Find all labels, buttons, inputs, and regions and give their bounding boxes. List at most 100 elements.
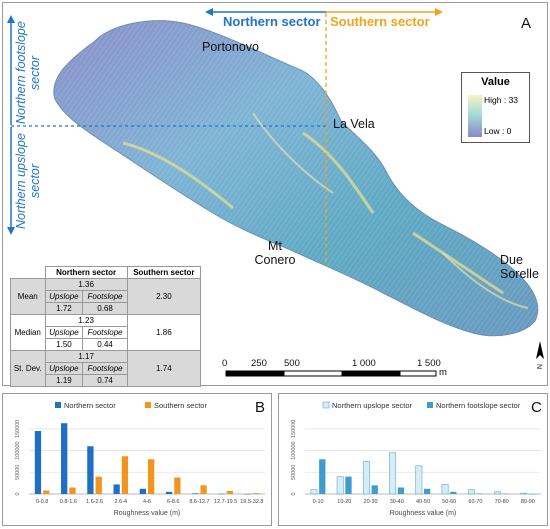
bar-series1 bbox=[415, 465, 423, 495]
legend-label: Northern upslope sector bbox=[332, 401, 413, 410]
x-axis-label: Roughness value (m) bbox=[114, 510, 181, 517]
bar-series2 bbox=[528, 493, 536, 495]
histogram-c: 0 50000 100000 150000 0-10 10-20 20-30 30-40 40-… bbox=[291, 399, 542, 517]
stdev-south: 1.74 bbox=[126, 350, 202, 387]
x-tick-label: 0-10 bbox=[313, 499, 324, 505]
northern-footslope-label: Northern footslope sector bbox=[14, 21, 42, 125]
bar-series1 bbox=[336, 476, 344, 495]
panel-a-letter: A bbox=[521, 15, 532, 32]
bar-series1 bbox=[362, 461, 370, 495]
stdev-footslope-label: Footslope bbox=[82, 362, 128, 375]
bar-series1 bbox=[139, 488, 146, 494]
legend-swatch bbox=[55, 402, 61, 408]
bar-series1 bbox=[218, 493, 225, 495]
x-tick-label: 10-20 bbox=[337, 499, 351, 505]
mean-upslope-label: Upslope bbox=[44, 290, 84, 303]
legend-high: High : 33 bbox=[484, 95, 519, 105]
stdev-north-total: 1.17 bbox=[44, 350, 128, 363]
scale-unit: m bbox=[439, 367, 447, 378]
x-tick-label: 4-6 bbox=[143, 499, 151, 505]
bar-series2 bbox=[424, 488, 431, 494]
y-tick-label: 0 bbox=[15, 492, 21, 495]
histogram-b: 0 50000 100000 150000 0-0.8 0.8-1.6 1.6-2.6 2.6… bbox=[15, 399, 265, 517]
row-mean-label: Mean bbox=[10, 278, 46, 315]
bar-series2 bbox=[200, 485, 207, 494]
y-tick-label: 0 bbox=[291, 492, 297, 495]
x-tick-label: 8.6-12.7 bbox=[189, 499, 209, 505]
bar-series2 bbox=[69, 487, 76, 494]
scale-bar bbox=[225, 370, 437, 377]
median-upslope-label: Upslope bbox=[44, 326, 84, 339]
legend-swatch bbox=[322, 401, 330, 409]
bar-series2 bbox=[226, 490, 233, 494]
median-upslope: 1.50 bbox=[44, 338, 84, 351]
x-axis-label: Roughness value (m) bbox=[390, 510, 457, 517]
mean-footslope: 0.68 bbox=[82, 302, 128, 315]
panel-letter: C bbox=[531, 399, 542, 416]
scale-tick-1000: 1 000 bbox=[352, 358, 376, 369]
map-legend: Value High : 33 Low : 0 bbox=[461, 72, 530, 143]
y-tick-label: 100000 bbox=[291, 441, 297, 459]
mean-footslope-label: Footslope bbox=[82, 290, 128, 303]
panel-letter: B bbox=[255, 399, 265, 416]
statistics-table: Northern sector Southern sector Mean 1.3… bbox=[10, 266, 202, 387]
x-tick-label: 80-90 bbox=[521, 499, 535, 505]
ridge-highlights bbox=[122, 131, 504, 295]
bar-series1 bbox=[165, 491, 173, 494]
place-due-sorelle: Due Sorelle bbox=[500, 253, 539, 281]
y-tick-label: 150000 bbox=[291, 420, 297, 438]
bar-series1 bbox=[389, 452, 397, 495]
bar-series2 bbox=[121, 456, 129, 494]
bar-series2 bbox=[397, 487, 405, 494]
northern-upslope-label: Northern upslope sector bbox=[14, 133, 42, 229]
place-mt-conero: Mt Conero bbox=[254, 239, 296, 267]
bar-series2 bbox=[319, 459, 326, 494]
north-arrow-head bbox=[205, 8, 213, 16]
mean-north-total: 1.36 bbox=[44, 278, 128, 291]
southern-sector-label: Southern sector bbox=[330, 14, 430, 29]
bar-series2 bbox=[450, 491, 457, 494]
north-arrow-icon bbox=[536, 341, 544, 359]
stdev-upslope-label: Upslope bbox=[44, 362, 84, 375]
x-tick-label: 20-30 bbox=[364, 499, 378, 505]
bar-series2 bbox=[148, 459, 155, 494]
south-arrow-head bbox=[435, 8, 443, 16]
stdev-upslope: 1.19 bbox=[44, 374, 84, 387]
scale-tick-1500: 1 500 bbox=[417, 358, 441, 369]
median-south: 1.86 bbox=[126, 314, 202, 351]
x-tick-label: 40-50 bbox=[416, 499, 430, 505]
y-tick-label: 100000 bbox=[15, 441, 21, 459]
bar-series1 bbox=[441, 484, 449, 495]
legend-label: Southern sector bbox=[154, 401, 207, 410]
mean-upslope: 1.72 bbox=[44, 302, 84, 315]
bar-series2 bbox=[476, 493, 483, 495]
bar-series1 bbox=[34, 431, 42, 494]
scale-tick-250: 250 bbox=[251, 358, 267, 369]
bar-series1 bbox=[192, 493, 199, 494]
map-panel: A Northern sector Southern sector Northe… bbox=[2, 2, 548, 387]
row-stdev-label: St. Dev. bbox=[10, 350, 46, 387]
bar-series2 bbox=[502, 493, 509, 495]
legend-swatch bbox=[427, 402, 433, 408]
bar-series1 bbox=[494, 491, 501, 495]
legend-color-ramp bbox=[468, 95, 482, 137]
y-tick-label: 150000 bbox=[15, 420, 21, 438]
x-tick-label: 2.6-4 bbox=[115, 499, 128, 505]
bar-series2 bbox=[174, 477, 181, 494]
scale-tick-500: 500 bbox=[284, 358, 300, 369]
upslope-arrow-head bbox=[7, 227, 15, 235]
bar-series1 bbox=[87, 446, 94, 494]
scale-tick-0: 0 bbox=[222, 358, 228, 369]
bar-series1 bbox=[467, 489, 475, 495]
x-tick-label: 19.5-32.8 bbox=[240, 499, 263, 505]
legend-label: Northern footslope sector bbox=[436, 401, 521, 410]
footslope-arrow-head bbox=[7, 15, 15, 23]
bar-series2 bbox=[345, 476, 352, 494]
median-north-total: 1.23 bbox=[44, 314, 128, 327]
bar-series1 bbox=[61, 423, 68, 494]
bar-series1 bbox=[244, 493, 251, 495]
chart-panel-b: 0 50000 100000 150000 0-0.8 0.8-1.6 1.6-2.6 2.6… bbox=[2, 393, 272, 526]
place-la-vela: La Vela bbox=[333, 117, 375, 131]
col-northern: Northern sector bbox=[44, 266, 128, 279]
bar-series1 bbox=[113, 484, 120, 494]
